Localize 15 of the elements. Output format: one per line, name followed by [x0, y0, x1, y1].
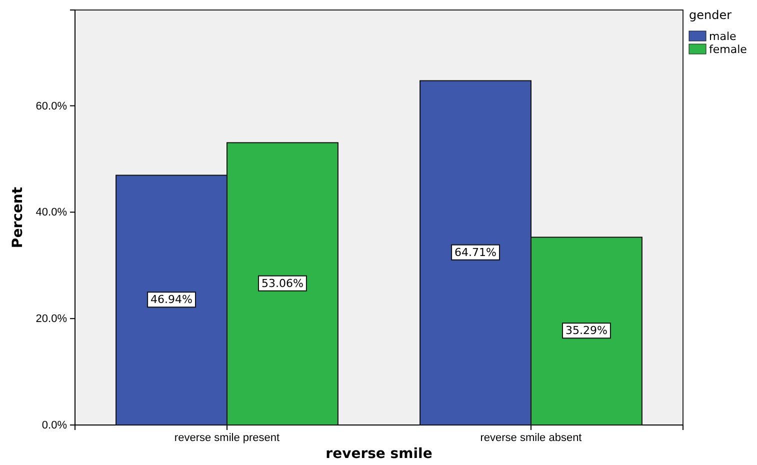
y-tick-label: 20.0% [36, 313, 68, 326]
x-axis-title: reverse smile [326, 446, 432, 462]
legend-label: male [709, 30, 737, 43]
data-label: 53.06% [262, 276, 304, 290]
data-label: 64.71% [454, 246, 496, 259]
data-label: 46.94% [150, 293, 192, 306]
y-tick-label: 0.0% [42, 420, 68, 432]
data-label: 35.29% [566, 324, 608, 338]
legend-label: female [709, 43, 748, 56]
x-tick-label: reverse smile present [174, 432, 280, 444]
legend-title: gender [689, 8, 732, 22]
x-tick-label: reverse smile absent [480, 432, 582, 444]
y-tick-label: 40.0% [36, 206, 68, 219]
y-axis-title: Percent [10, 186, 26, 248]
y-tick-label: 60.0% [36, 100, 68, 112]
